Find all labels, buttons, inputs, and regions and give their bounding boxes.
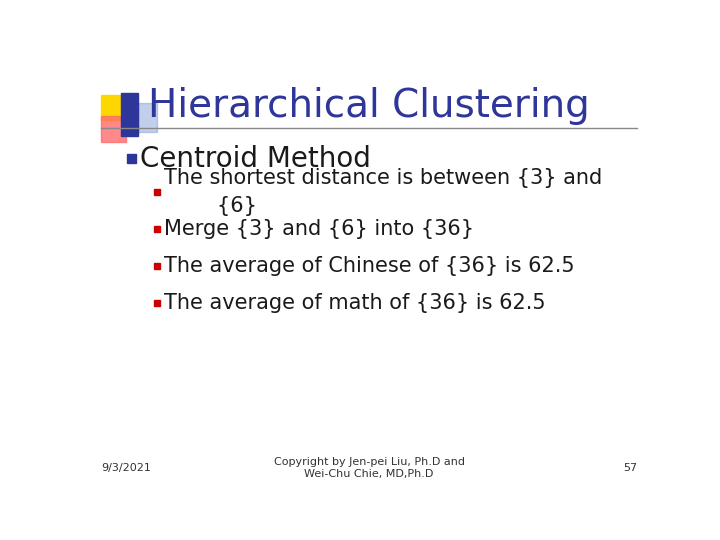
Bar xyxy=(153,262,160,269)
Bar xyxy=(127,154,136,163)
Bar xyxy=(153,189,160,195)
Text: Centroid Method: Centroid Method xyxy=(140,145,372,173)
Text: The average of Chinese of {36} is 62.5: The average of Chinese of {36} is 62.5 xyxy=(163,256,575,276)
Text: Merge {3} and {6} into {36}: Merge {3} and {6} into {36} xyxy=(163,219,474,239)
Text: The shortest distance is between {3} and
        {6}: The shortest distance is between {3} and… xyxy=(163,168,602,216)
Bar xyxy=(153,300,160,306)
Text: 57: 57 xyxy=(623,463,637,473)
Bar xyxy=(101,117,127,142)
Text: Hierarchical Clustering: Hierarchical Clustering xyxy=(148,86,590,125)
Bar xyxy=(121,93,138,136)
Text: 9/3/2021: 9/3/2021 xyxy=(101,463,150,473)
Bar xyxy=(153,226,160,232)
Bar xyxy=(138,103,158,132)
Text: Copyright by Jen-pei Liu, Ph.D and
Wei-Chu Chie, MD,Ph.D: Copyright by Jen-pei Liu, Ph.D and Wei-C… xyxy=(274,457,464,479)
Text: The average of math of {36} is 62.5: The average of math of {36} is 62.5 xyxy=(163,293,545,313)
Bar xyxy=(101,95,127,120)
